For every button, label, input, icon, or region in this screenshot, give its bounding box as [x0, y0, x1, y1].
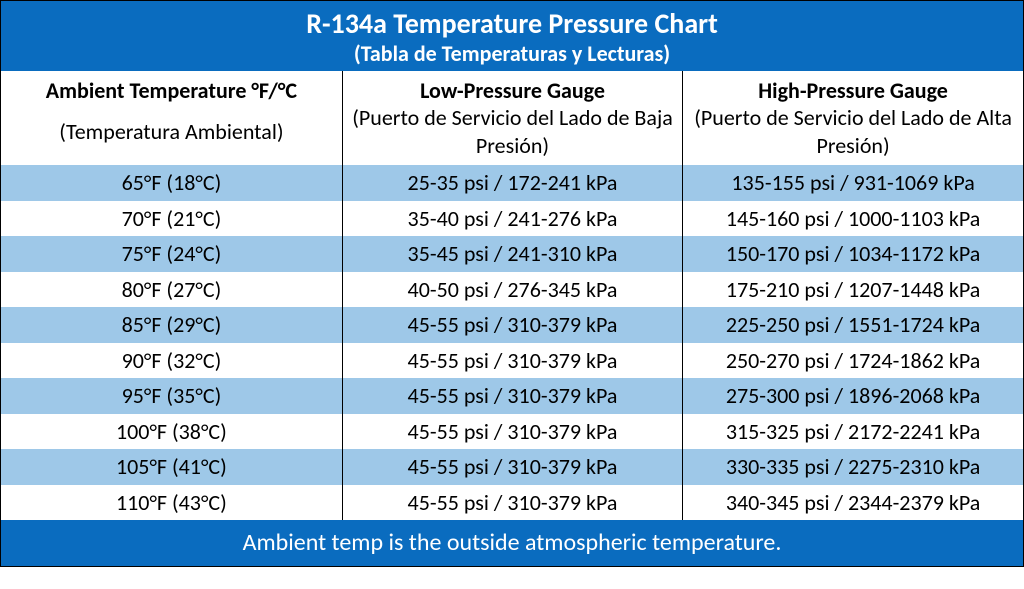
table-row: 70°F (21°C)35-40 psi / 241-276 kPa145-16…: [1, 201, 1023, 237]
table-row: 85°F (29°C)45-55 psi / 310-379 kPa225-25…: [1, 307, 1023, 343]
table-row: 80°F (27°C)40-50 psi / 276-345 kPa175-21…: [1, 272, 1023, 308]
chart-title-block: R-134a Temperature Pressure Chart (Tabla…: [1, 1, 1023, 71]
pressure-chart: R-134a Temperature Pressure Chart (Tabla…: [0, 0, 1024, 567]
cell-ambient-temp: 105°F (41°C): [1, 449, 342, 485]
cell-ambient-temp: 80°F (27°C): [1, 272, 342, 308]
cell-ambient-temp: 75°F (24°C): [1, 236, 342, 272]
table-row: 75°F (24°C)35-45 psi / 241-310 kPa150-17…: [1, 236, 1023, 272]
cell-ambient-temp: 70°F (21°C): [1, 201, 342, 237]
table-row: 95°F (35°C)45-55 psi / 310-379 kPa275-30…: [1, 378, 1023, 414]
col-header-low: Low-Pressure Gauge: [342, 71, 682, 105]
cell-low-pressure: 35-45 psi / 241-310 kPa: [342, 236, 682, 272]
table-header-row-en: Ambient Temperature °F/°C Low-Pressure G…: [1, 71, 1023, 105]
cell-low-pressure: 40-50 psi / 276-345 kPa: [342, 272, 682, 308]
cell-ambient-temp: 100°F (38°C): [1, 414, 342, 450]
cell-ambient-temp: 95°F (35°C): [1, 378, 342, 414]
cell-low-pressure: 45-55 psi / 310-379 kPa: [342, 414, 682, 450]
chart-title: R-134a Temperature Pressure Chart: [1, 7, 1023, 41]
table-footer-row: Ambient temp is the outside atmospheric …: [1, 520, 1023, 566]
cell-high-pressure: 315-325 psi / 2172-2241 kPa: [683, 414, 1023, 450]
cell-high-pressure: 135-155 psi / 931-1069 kPa: [683, 165, 1023, 201]
cell-ambient-temp: 90°F (32°C): [1, 343, 342, 379]
cell-low-pressure: 45-55 psi / 310-379 kPa: [342, 378, 682, 414]
table-row: 90°F (32°C)45-55 psi / 310-379 kPa250-27…: [1, 343, 1023, 379]
table-row: 105°F (41°C)45-55 psi / 310-379 kPa330-3…: [1, 449, 1023, 485]
col-header-low-es: (Puerto de Servicio del Lado de Baja Pre…: [342, 104, 682, 165]
col-header-ambient-es: (Temperatura Ambiental): [1, 104, 342, 165]
pressure-table: Ambient Temperature °F/°C Low-Pressure G…: [1, 71, 1023, 567]
cell-high-pressure: 145-160 psi / 1000-1103 kPa: [683, 201, 1023, 237]
cell-high-pressure: 340-345 psi / 2344-2379 kPa: [683, 485, 1023, 521]
cell-high-pressure: 150-170 psi / 1034-1172 kPa: [683, 236, 1023, 272]
cell-high-pressure: 175-210 psi / 1207-1448 kPa: [683, 272, 1023, 308]
cell-low-pressure: 45-55 psi / 310-379 kPa: [342, 449, 682, 485]
cell-low-pressure: 25-35 psi / 172-241 kPa: [342, 165, 682, 201]
col-header-high: High-Pressure Gauge: [683, 71, 1023, 105]
table-row: 100°F (38°C)45-55 psi / 310-379 kPa315-3…: [1, 414, 1023, 450]
cell-ambient-temp: 65°F (18°C): [1, 165, 342, 201]
table-row: 65°F (18°C)25-35 psi / 172-241 kPa135-15…: [1, 165, 1023, 201]
table-body: 65°F (18°C)25-35 psi / 172-241 kPa135-15…: [1, 165, 1023, 520]
table-header-row-es: (Temperatura Ambiental) (Puerto de Servi…: [1, 104, 1023, 165]
cell-low-pressure: 45-55 psi / 310-379 kPa: [342, 485, 682, 521]
table-row: 110°F (43°C)45-55 psi / 310-379 kPa340-3…: [1, 485, 1023, 521]
cell-high-pressure: 330-335 psi / 2275-2310 kPa: [683, 449, 1023, 485]
chart-subtitle: (Tabla de Temperaturas y Lecturas): [1, 41, 1023, 67]
cell-low-pressure: 45-55 psi / 310-379 kPa: [342, 307, 682, 343]
col-header-high-es: (Puerto de Servicio del Lado de Alta Pre…: [683, 104, 1023, 165]
cell-low-pressure: 35-40 psi / 241-276 kPa: [342, 201, 682, 237]
cell-high-pressure: 275-300 psi / 1896-2068 kPa: [683, 378, 1023, 414]
cell-high-pressure: 250-270 psi / 1724-1862 kPa: [683, 343, 1023, 379]
cell-high-pressure: 225-250 psi / 1551-1724 kPa: [683, 307, 1023, 343]
footer-note: Ambient temp is the outside atmospheric …: [1, 520, 1023, 566]
col-header-ambient: Ambient Temperature °F/°C: [1, 71, 342, 105]
cell-ambient-temp: 110°F (43°C): [1, 485, 342, 521]
cell-ambient-temp: 85°F (29°C): [1, 307, 342, 343]
cell-low-pressure: 45-55 psi / 310-379 kPa: [342, 343, 682, 379]
